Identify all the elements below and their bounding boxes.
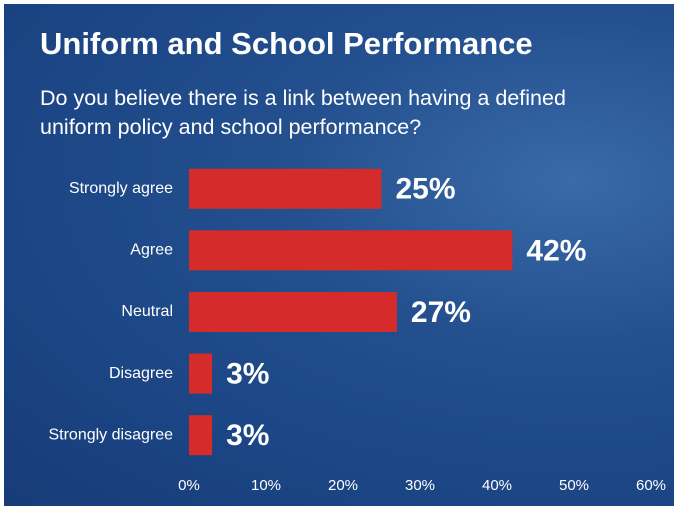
bar <box>189 354 212 394</box>
x-tick-label: 60% <box>636 477 666 494</box>
x-tick-label: 20% <box>328 477 358 494</box>
x-tick-label: 40% <box>482 477 512 494</box>
y-tick-label: Agree <box>130 242 173 259</box>
y-tick-label: Neutral <box>121 303 173 320</box>
x-tick-label: 10% <box>251 477 281 494</box>
x-tick-label: 30% <box>405 477 435 494</box>
y-tick-label: Strongly agree <box>69 180 173 197</box>
x-tick-label: 0% <box>178 477 200 494</box>
bar <box>189 292 397 332</box>
data-label: 25% <box>396 173 456 206</box>
data-label: 42% <box>526 234 586 267</box>
chart: 0% 10% 20% 30% 40% 50% 60% Strongly agree 25% Agr… <box>0 0 678 510</box>
data-label: 3% <box>226 419 269 452</box>
page: Uniform and School Performance Do you be… <box>0 0 678 510</box>
data-label: 27% <box>411 296 471 329</box>
bar <box>189 415 212 455</box>
bar <box>189 230 512 270</box>
y-tick-label: Strongly disagree <box>48 426 173 443</box>
bar <box>189 169 382 209</box>
y-tick-label: Disagree <box>109 365 173 382</box>
data-label: 3% <box>226 358 269 391</box>
x-tick-label: 50% <box>559 477 589 494</box>
